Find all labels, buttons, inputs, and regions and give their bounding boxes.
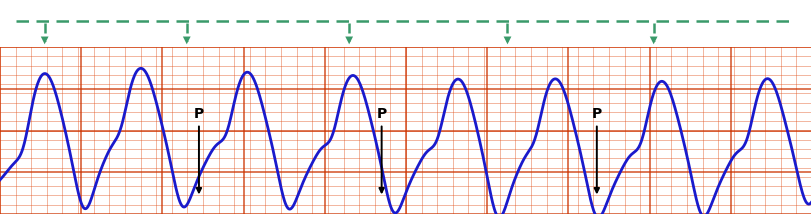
Text: P: P [376, 107, 386, 192]
Text: P: P [194, 107, 204, 192]
Text: P: P [591, 107, 601, 192]
